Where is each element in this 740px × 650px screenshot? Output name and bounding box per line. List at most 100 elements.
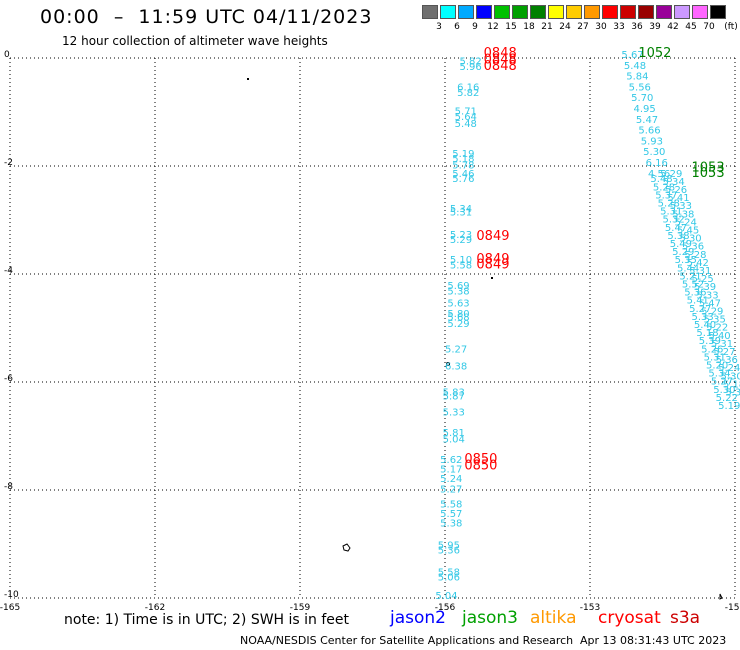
legend-swatch [530, 5, 546, 19]
footer-note: note: 1) Time is in UTC; 2) SWH is in fe… [64, 612, 350, 628]
wave-height-label: 5.41 [667, 193, 689, 204]
wave-height-label: 5.41 [687, 296, 709, 307]
wave-height-label: 5.04 [443, 434, 465, 445]
wave-height-label: 5.39 [694, 282, 716, 293]
wave-height-label: 5.22 [706, 323, 728, 334]
wave-height-label: 5.48 [624, 61, 646, 72]
wave-height-label: 5.78 [452, 161, 474, 172]
wave-height-label: 5.35 [675, 255, 697, 266]
legend-swatch [602, 5, 618, 19]
cryosat-pass-time: 0848 [484, 46, 517, 61]
island-marker [446, 362, 450, 366]
cryosat-pass-time: 0848 [484, 59, 517, 74]
wave-height-label: 5.31 [711, 339, 733, 350]
latitude-tick-label: -4 [4, 266, 13, 276]
wave-height-label: 5.19 [718, 401, 740, 412]
wave-height-label: 5.47 [636, 115, 658, 126]
cryosat-pass-time: 0849 [476, 252, 509, 267]
wave-height-label: 5.66 [638, 126, 660, 137]
wave-height-label: 5.47 [699, 298, 721, 309]
wave-height-label: 5.46 [452, 169, 474, 180]
legend-swatch [476, 5, 492, 19]
wave-height-label: 5.17 [440, 465, 462, 476]
legend-label: 15 [505, 22, 517, 32]
wave-height-label: 5.52 [682, 280, 704, 291]
legend-swatch [674, 5, 690, 19]
wave-height-label: 5.36 [682, 242, 704, 253]
wave-height-label: 5.24 [675, 217, 697, 228]
wave-height-label: 5.39 [699, 336, 721, 347]
wave-height-label: 5.48 [650, 174, 672, 185]
latitude-tick-label: -6 [4, 374, 13, 384]
legend-label: 39 [649, 22, 661, 32]
legend-label: 3 [436, 22, 442, 32]
legend-swatch [422, 5, 438, 19]
wave-height-label: 5.18 [696, 328, 718, 339]
wave-height-label: 5.56 [629, 82, 651, 93]
map-title: 00:00 – 11:59 UTC 04/11/2023 [40, 6, 373, 28]
wave-height-label: 5.29 [672, 247, 694, 258]
wave-height-label: 5.38 [672, 209, 694, 220]
legend-label: 6 [454, 22, 460, 32]
wave-height-label: 5.45 [677, 226, 699, 237]
wave-height-label: 5.29 [701, 307, 723, 318]
wave-height-label: 5.31 [704, 352, 726, 363]
wave-height-label: 5.76 [452, 174, 474, 185]
wave-height-label: 5.04 [435, 591, 457, 602]
wave-height-label: 5.20 [706, 361, 728, 372]
island-marker [719, 593, 723, 600]
wave-height-label: 5.69 [447, 281, 469, 292]
wave-height-label: 5.67 [621, 50, 643, 61]
wave-height-label: 5.58 [438, 567, 460, 578]
cryosat-pass-time: 0849 [476, 258, 509, 273]
map-grid [9, 57, 736, 599]
credit-text: NOAA/NESDIS Center for Satellite Applica… [240, 634, 574, 647]
wave-height-label: 5.21 [679, 271, 701, 282]
jason3-pass-time: 1052 [638, 46, 671, 61]
longitude-tick-label: -165 [0, 603, 20, 613]
satellite-label-s3a: s3a [670, 608, 701, 628]
wave-height-label: 5.33 [443, 407, 465, 418]
satellite-label-cryosat: cryosat [598, 608, 661, 628]
wave-height-label: 5.30 [643, 147, 665, 158]
legend-swatch [440, 5, 456, 19]
legend-label: 24 [559, 22, 571, 32]
satellite-label-altika: altika [530, 608, 577, 628]
wave-height-label: 5.33 [696, 290, 718, 301]
wave-height-label: 5.32 [663, 215, 685, 226]
legend-label: 30 [595, 22, 607, 32]
wave-height-label: 5.80 [447, 309, 469, 320]
legend-label: 9 [472, 22, 478, 32]
legend-swatch [566, 5, 582, 19]
wave-height-label: 4.95 [634, 104, 656, 115]
map-subtitle: 12 hour collection of altimeter wave hei… [62, 34, 328, 48]
wave-height-label: 5.34 [708, 369, 730, 380]
wave-height-label: 5.27 [689, 304, 711, 315]
latitude-tick-label: -10 [4, 590, 19, 600]
wave-height-label: 5.82 [460, 56, 482, 67]
wave-height-label: 5.33 [725, 388, 740, 399]
jason3-pass-time: 1053 [692, 160, 725, 175]
longitude-tick-label: -156 [435, 603, 456, 613]
longitude-tick-label: -153 [580, 603, 600, 613]
wave-height-label: 5.38 [667, 231, 689, 242]
wave-height-label: 5.30 [721, 371, 740, 382]
latitude-tick-label: -2 [4, 158, 13, 168]
wave-height-label: 5.18 [723, 379, 740, 390]
legend-swatch [494, 5, 510, 19]
wave-height-label: 5.29 [660, 169, 682, 180]
legend-swatch [638, 5, 654, 19]
legend-swatch [512, 5, 528, 19]
wave-height-label: 5.37 [655, 190, 677, 201]
wave-height-label: 6.16 [457, 82, 479, 93]
wave-height-label: 5.28 [653, 182, 675, 193]
cryosat-pass-time: 0850 [464, 458, 497, 473]
legend-label: 12 [487, 22, 499, 32]
wave-height-label: 5.35 [704, 315, 726, 326]
wave-height-label: 5.36 [438, 546, 460, 557]
wave-height-label: 5.82 [457, 88, 479, 99]
wave-height-label: 5.25 [692, 274, 714, 285]
wave-height-label: 5.64 [455, 112, 477, 123]
map-tick-labels: -165 -162 -159 -156 -153 -150 0 -2 -4 -6 -8 -10 [0, 50, 740, 613]
wave-height-label: 5.26 [665, 185, 687, 196]
